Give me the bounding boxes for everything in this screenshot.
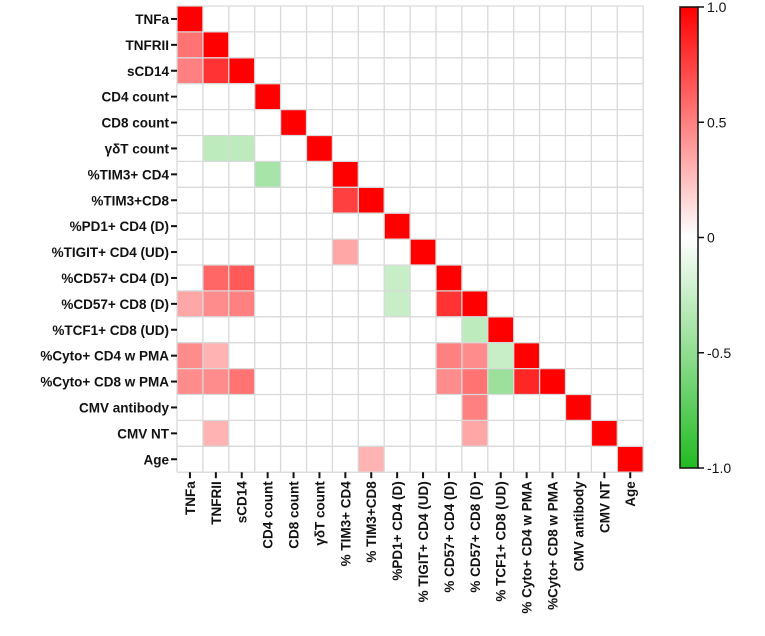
heatmap-cell [229, 136, 255, 162]
heatmap-cell [255, 161, 281, 187]
heatmap-cell [488, 343, 514, 369]
heatmap-cell [462, 343, 488, 369]
heatmap-cell [332, 239, 358, 265]
heatmap-cell [229, 369, 255, 395]
x-tick-label: CD4 count [261, 481, 276, 549]
heatmap-cell [514, 343, 540, 369]
y-tick-label: %TCF1+ CD8 (UD) [52, 323, 169, 338]
x-tick-label: CMV antibody [571, 481, 586, 571]
y-tick-label: γδT count [105, 141, 170, 156]
colorbar-gradient [680, 7, 698, 468]
y-tick-label: %CD57+ CD4 (D) [61, 271, 169, 286]
colorbar-tick-label: -1.0 [707, 460, 731, 476]
x-tick-label: % Cyto+ CD4 w PMA [520, 481, 535, 614]
x-tick-label: % TCF1+ CD8 (UD) [494, 481, 509, 601]
x-axis-labels: TNFa TNFRII sCD14 CD4 count CD8 count γδT cou… [183, 472, 638, 613]
x-tick-label: CD8 count [287, 481, 302, 549]
heatmap-cell [488, 369, 514, 395]
y-tick-label: %CD57+ CD8 (D) [61, 297, 169, 312]
heatmap-cell [229, 265, 255, 291]
x-tick-label: %PD1+ CD4 (D) [390, 481, 405, 580]
heatmap-cell [462, 369, 488, 395]
y-tick-label: %TIGIT+ CD4 (UD) [52, 245, 169, 260]
x-tick-label: % TIM3+CD8 [364, 481, 379, 563]
heatmap-cell [591, 420, 617, 446]
heatmap-cell [436, 369, 462, 395]
heatmap-cell [332, 161, 358, 187]
x-tick-label: % TIGIT+ CD4 (UD) [416, 481, 431, 602]
heatmap-cell [410, 239, 436, 265]
colorbar: 1.0 0.5 0 -0.5 -1.0 [680, 0, 731, 476]
x-tick-label: % TIM3+ CD4 [338, 481, 353, 567]
heatmap-cell [436, 343, 462, 369]
y-tick-label: CD8 count [102, 116, 170, 131]
x-tick-label: % CD57+ CD4 (D) [442, 481, 457, 592]
heatmap-cell [255, 84, 281, 110]
heatmap-cell [384, 291, 410, 317]
heatmap-cell [203, 291, 229, 317]
heatmap-cell [177, 291, 203, 317]
x-tick-label: TNFRII [209, 481, 224, 525]
heatmap-cell [229, 58, 255, 84]
x-tick-label: %Cyto+ CD8 w PMA [546, 481, 561, 610]
heatmap-cell [307, 136, 333, 162]
colorbar-tick-label: 0 [707, 230, 715, 246]
y-tick-label: TNFRII [126, 38, 170, 53]
heatmap-cell [566, 395, 592, 421]
y-axis-labels: TNFa TNFRII sCD14 CD4 count CD8 count γδT cou… [40, 12, 177, 467]
heatmap-cell [177, 32, 203, 58]
heatmap-cell [229, 291, 255, 317]
x-tick-label: TNFa [183, 481, 198, 515]
x-tick-label: % CD57+ CD8 (D) [468, 481, 483, 592]
heatmap-cell [384, 265, 410, 291]
heatmap-cell [177, 58, 203, 84]
y-tick-label: %PD1+ CD4 (D) [70, 219, 169, 234]
heatmap-cell [436, 265, 462, 291]
heatmap-cell [462, 291, 488, 317]
heatmap-cell [177, 369, 203, 395]
heatmap-cell [203, 265, 229, 291]
heatmap-cell [384, 213, 410, 239]
heatmap-cell [203, 343, 229, 369]
heatmap-cell [540, 369, 566, 395]
x-tick-label: sCD14 [235, 481, 250, 524]
x-tick-label: γδT count [312, 481, 327, 546]
heatmap-cell [203, 32, 229, 58]
heatmap-cell [177, 6, 203, 32]
heatmap-cell [617, 446, 643, 472]
y-tick-label: %Cyto+ CD8 w PMA [40, 375, 169, 390]
heatmap-cell [462, 420, 488, 446]
y-tick-label: CMV NT [117, 426, 169, 441]
heatmap-cell [203, 136, 229, 162]
heatmap-cell [488, 317, 514, 343]
y-tick-label: sCD14 [127, 64, 170, 79]
y-tick-label: %Cyto+ CD4 w PMA [40, 349, 169, 364]
heatmap-cell [514, 369, 540, 395]
y-tick-label: CMV antibody [79, 400, 169, 415]
heatmap-cell [281, 110, 307, 136]
heatmap-cell [203, 420, 229, 446]
heatmap-cell [332, 187, 358, 213]
x-tick-label: Age [623, 481, 638, 507]
y-tick-label: TNFa [135, 12, 169, 27]
heatmap-cell [177, 343, 203, 369]
x-tick-label: CMV NT [597, 480, 612, 532]
colorbar-tick-label: -0.5 [707, 345, 731, 361]
heatmap-cell [203, 58, 229, 84]
heatmap-cell [436, 291, 462, 317]
heatmap-cell [462, 395, 488, 421]
y-tick-label: %TIM3+CD8 [91, 193, 169, 208]
y-tick-label: %TIM3+ CD4 [88, 167, 170, 182]
y-tick-label: Age [143, 452, 169, 467]
y-tick-label: CD4 count [102, 90, 170, 105]
colorbar-tick-label: 0.5 [707, 114, 727, 130]
colorbar-tick-label: 1.0 [707, 0, 727, 15]
heatmap-cell [462, 317, 488, 343]
heatmap-cell [358, 446, 384, 472]
heatmap-cell [358, 187, 384, 213]
heatmap-cell [203, 369, 229, 395]
